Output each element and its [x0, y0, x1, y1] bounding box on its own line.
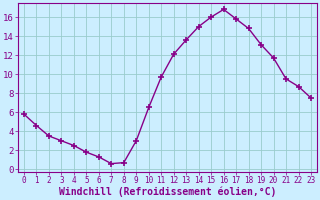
X-axis label: Windchill (Refroidissement éolien,°C): Windchill (Refroidissement éolien,°C)	[59, 187, 276, 197]
